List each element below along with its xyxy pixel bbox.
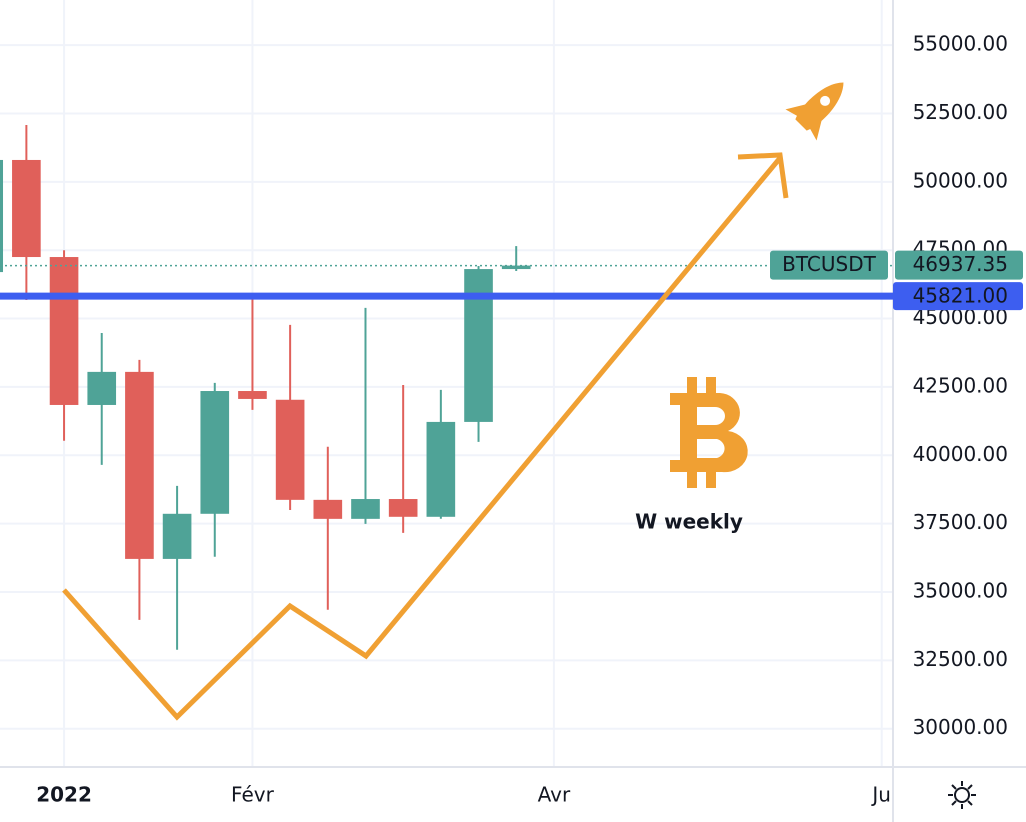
price-label: 45821.00	[913, 284, 1008, 308]
last-price-label-bg	[895, 250, 1023, 280]
y-tick-label: 52500.00	[913, 100, 1008, 124]
y-tick-label: 40000.00	[913, 442, 1008, 466]
candle-body	[351, 499, 380, 519]
y-tick-label: 42500.00	[913, 373, 1008, 397]
bitcoin-logo	[670, 377, 748, 488]
candle-body	[313, 499, 343, 519]
x-tick-label: 2022	[36, 783, 92, 807]
y-tick-label: 55000.00	[913, 32, 1008, 56]
candle-body	[426, 421, 456, 517]
candle-body	[125, 371, 154, 559]
candle-body	[12, 159, 41, 258]
x-tick-label: Avr	[538, 783, 571, 807]
zigzag-drawing	[62, 156, 782, 721]
overlays	[0, 264, 893, 300]
y-tick-label: 30000.00	[913, 715, 1008, 739]
symbol-label: BTCUSDT	[782, 252, 876, 276]
y-tick-label: 32500.00	[913, 647, 1008, 671]
candle-body	[238, 391, 267, 399]
arrow-head	[737, 152, 789, 199]
settings-icon[interactable]	[948, 781, 976, 809]
candle-body	[200, 391, 230, 514]
symbol-label-bg	[770, 250, 888, 280]
candle-body	[501, 265, 531, 270]
candle-body	[464, 269, 493, 422]
y-tick-label: 50000.00	[913, 168, 1008, 192]
candle-body	[162, 513, 192, 559]
y-tick-label: 37500.00	[913, 510, 1008, 534]
candle-body	[275, 399, 305, 500]
x-tick-label: Févr	[231, 783, 275, 807]
price-label-bg	[893, 282, 1023, 311]
axes: 30000.00 32500.00 35000.00 37500.00 40000.00…	[36, 32, 1023, 807]
x-tick-label: Ju	[870, 783, 891, 807]
candles	[0, 124, 531, 650]
candle-body	[388, 499, 418, 517]
candle-body	[87, 371, 117, 405]
candle-body	[49, 257, 79, 405]
y-tick-label: 35000.00	[913, 578, 1008, 602]
last-price-label: 46937.35	[913, 252, 1008, 276]
annotation: W weekly	[635, 510, 743, 534]
rocket-icon	[785, 82, 844, 141]
candle-body	[0, 159, 4, 273]
